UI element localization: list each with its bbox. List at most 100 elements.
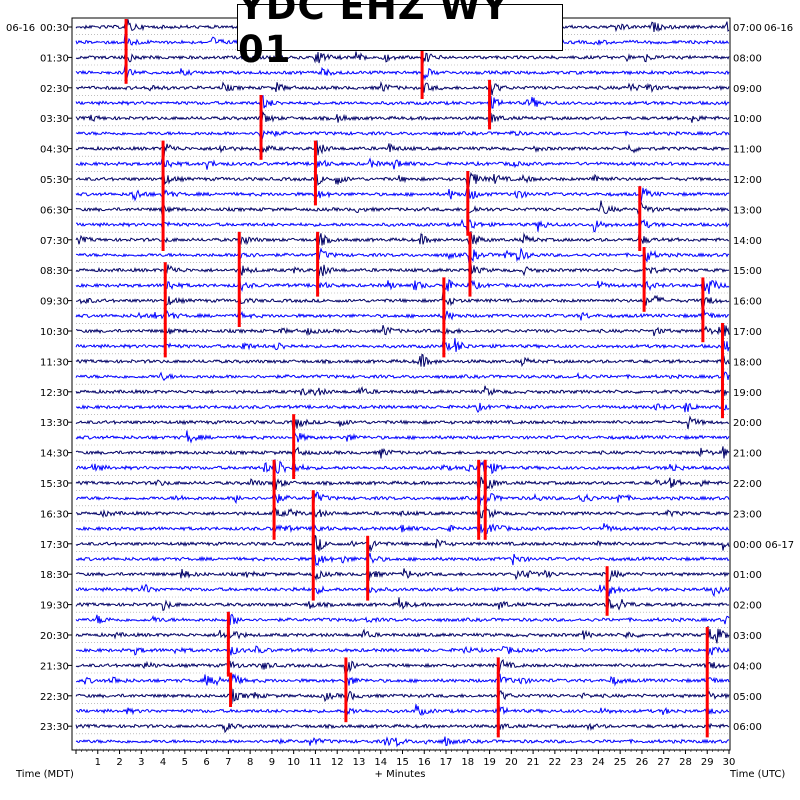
- left-axis-label: Time (MDT): [15, 769, 74, 780]
- right-time-label: 18:00: [733, 357, 762, 368]
- right-time-label: 15:00: [733, 266, 762, 277]
- left-date-label: 06-16: [6, 23, 35, 34]
- right-time-label: 08:00: [733, 53, 762, 64]
- trace-line: [75, 200, 729, 217]
- trace-line: [75, 552, 730, 567]
- x-tick-label: 24: [592, 757, 605, 768]
- right-time-label: 07:00: [733, 23, 762, 34]
- trace-line: [75, 94, 730, 113]
- left-time-label: 09:30: [40, 297, 69, 308]
- x-tick-label: 11: [309, 757, 322, 768]
- x-tick-label: 14: [374, 757, 387, 768]
- left-time-label: 22:30: [40, 692, 69, 703]
- right-time-label: 23:00: [733, 509, 762, 520]
- trace-line: [75, 218, 730, 233]
- right-time-label: 04:00: [733, 661, 762, 672]
- right-time-label: 11:00: [733, 145, 762, 156]
- trace-line: [75, 79, 730, 96]
- event-marker: [163, 262, 167, 358]
- right-time-label: 14:00: [733, 236, 762, 247]
- trace-line: [75, 322, 730, 340]
- event-marker: [229, 672, 233, 707]
- x-tick-label: 10: [287, 757, 300, 768]
- event-markers: [124, 19, 724, 738]
- left-time-label: 08:30: [40, 266, 69, 277]
- right-time-label: 09:00: [733, 84, 762, 95]
- right-time-label: 05:00: [733, 692, 762, 703]
- event-marker: [292, 414, 296, 479]
- title-box: YDC EHZ WY 01: [237, 0, 563, 71]
- trace-line: [75, 658, 730, 674]
- left-time-label: 00:30: [40, 23, 69, 34]
- event-marker: [477, 459, 481, 540]
- x-tick-label: 28: [679, 757, 692, 768]
- trace-line: [75, 446, 730, 461]
- left-time-label: 17:30: [40, 540, 69, 551]
- event-marker: [316, 231, 320, 297]
- right-time-label: 02:00: [733, 601, 762, 612]
- left-time-label: 13:30: [40, 418, 69, 429]
- left-time-label: 18:30: [40, 570, 69, 581]
- x-tick-label: 22: [548, 757, 561, 768]
- left-time-label: 03:30: [40, 114, 69, 125]
- event-marker: [311, 490, 315, 571]
- right-date-label: 06-16: [764, 23, 793, 34]
- left-time-label: 12:30: [40, 388, 69, 399]
- x-tick-label: 29: [701, 757, 714, 768]
- left-time-label: 01:30: [40, 53, 69, 64]
- x-tick-label: 21: [527, 757, 540, 768]
- trace-line: [75, 65, 730, 81]
- x-axis-label: + Minutes: [375, 769, 426, 780]
- x-tick-label: 17: [440, 757, 453, 768]
- x-tick-label: 13: [353, 757, 366, 768]
- trace-line: [75, 49, 730, 64]
- trace-line: [75, 673, 730, 687]
- event-marker: [366, 535, 370, 601]
- right-time-label: 00:00 06-17: [733, 540, 794, 551]
- trace-line: [75, 129, 730, 140]
- right-time-label: 19:00: [733, 388, 762, 399]
- trace-line: [75, 583, 730, 598]
- event-marker: [259, 95, 263, 160]
- event-marker: [420, 49, 424, 99]
- trace-line: [75, 491, 730, 506]
- trace-line: [75, 704, 729, 718]
- right-time-label: 20:00: [733, 418, 762, 429]
- x-axis: 1 2 3 4 5 6 7 8 9 10 11 12 13 14 15 16 17 18 19 20 21 22 23 24 2…: [75, 750, 735, 768]
- trace-line: [75, 568, 730, 582]
- trace-line: [75, 505, 730, 519]
- left-time-label: 11:30: [40, 357, 69, 368]
- seismic-traces: [75, 19, 730, 750]
- x-tick-label: 15: [396, 757, 409, 768]
- x-tick-label: 4: [160, 757, 166, 768]
- left-time-label: 19:30: [40, 601, 69, 612]
- x-tick-label: 3: [138, 757, 144, 768]
- trace-line: [75, 721, 730, 734]
- right-time-label: 16:00: [733, 297, 762, 308]
- x-tick-label: 1: [95, 757, 101, 768]
- event-marker: [344, 657, 348, 723]
- trace-line: [75, 262, 730, 280]
- trace-line: [75, 140, 730, 158]
- left-time-label: 15:30: [40, 479, 69, 490]
- trace-line: [75, 309, 730, 322]
- x-tick-label: 2: [116, 757, 122, 768]
- right-time-label: 12:00: [733, 175, 762, 186]
- x-tick-label: 25: [614, 757, 627, 768]
- right-time-label: 13:00: [733, 205, 762, 216]
- left-time-label: 10:30: [40, 327, 69, 338]
- x-tick-label: 16: [418, 757, 431, 768]
- trace-line: [75, 353, 730, 368]
- trace-line: [75, 415, 730, 433]
- x-tick-label: 6: [203, 757, 209, 768]
- right-time-label: 17:00: [733, 327, 762, 338]
- event-marker: [642, 247, 646, 312]
- event-marker: [237, 231, 241, 327]
- trace-line: [75, 626, 730, 644]
- event-marker: [468, 231, 472, 297]
- x-tick-label: 20: [505, 757, 518, 768]
- x-tick-label: 23: [570, 757, 583, 768]
- trace-line: [75, 429, 730, 444]
- trace-line: [75, 476, 730, 491]
